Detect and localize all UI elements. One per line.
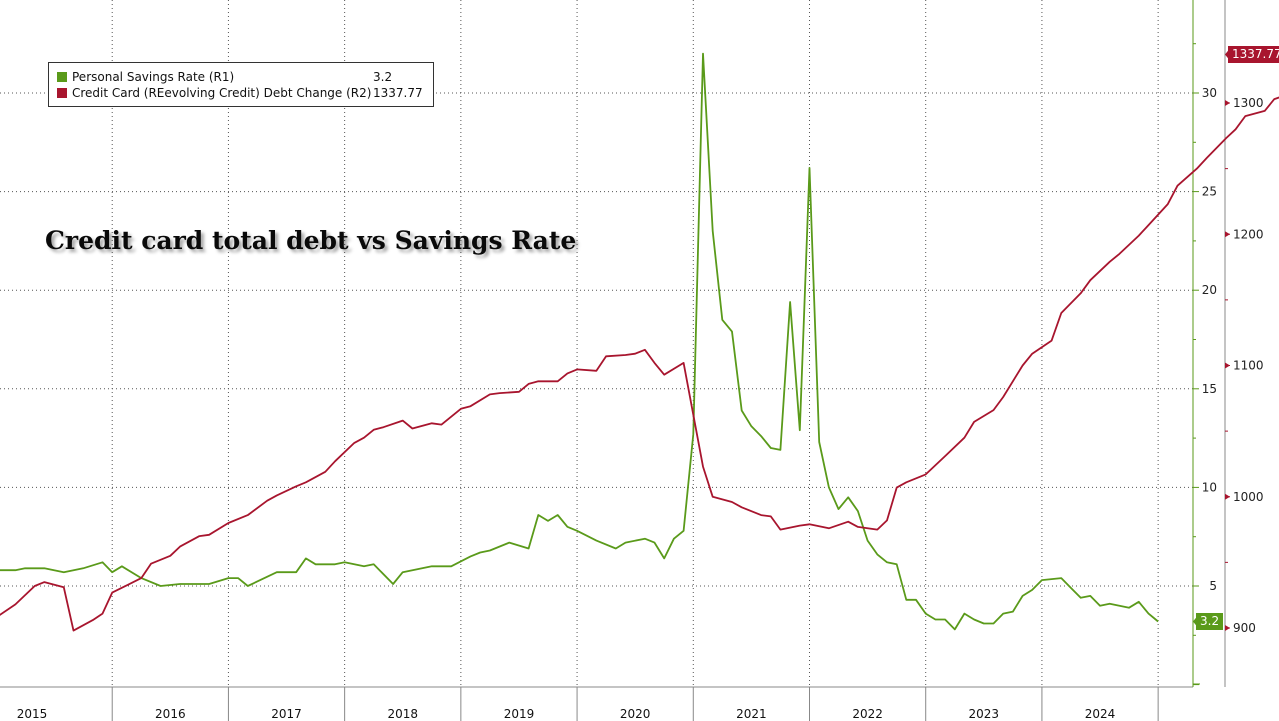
x-tick-label: 2023 [969, 707, 1000, 721]
y-axis-r2-tick-label: 1200 [1233, 227, 1264, 241]
chart-title: Credit card total debt vs Savings Rate [45, 226, 577, 255]
y-axis-r2-tick-marker [1225, 231, 1230, 238]
legend-label-credit-card-debt: Credit Card (REevolving Credit) Debt Cha… [72, 86, 372, 100]
legend-swatch-savings-rate [57, 72, 67, 82]
legend-label-savings-rate: Personal Savings Rate (R1) [72, 70, 235, 84]
y-axis-r1-tick-label: 5 [1209, 579, 1217, 593]
legend-swatch-credit-card-debt [57, 88, 67, 98]
y-axis-r2-tick-marker [1225, 362, 1230, 369]
x-tick-label: 2019 [504, 707, 535, 721]
y-axis-r2-tick-label: 1300 [1233, 96, 1264, 110]
last-value-tag-credit-card-debt: 1337.77 [1228, 46, 1279, 64]
series-lines [0, 52, 1279, 632]
y-axis-r1-tick-label: 25 [1202, 185, 1217, 199]
y-axis-r2-tick-label: 1000 [1233, 490, 1264, 504]
y-axis-r1-tick-label: 10 [1202, 480, 1217, 494]
y-axis-r1-tick-label: 20 [1202, 283, 1217, 297]
legend-value-credit-card-debt: 1337.77 [373, 86, 423, 100]
series-line-savings-rate [0, 52, 1159, 631]
legend-value-savings-rate: 3.2 [373, 70, 393, 84]
x-tick-label: 2022 [852, 707, 883, 721]
y-axis-r2-tick-label: 1100 [1233, 359, 1264, 373]
x-tick-label: 2024 [1085, 707, 1116, 721]
y-axis-r1-tick-label: 15 [1202, 382, 1217, 396]
y-axis-r2-tick-marker [1225, 100, 1230, 106]
x-tick-label: 2020 [620, 707, 651, 721]
y-axis-r2-tick-marker [1225, 493, 1230, 500]
y-axis-r2-tick-label: 900 [1233, 621, 1256, 635]
y-axis-r2-tick-marker [1225, 625, 1230, 631]
series-line-credit-card-debt [0, 96, 1279, 632]
legend: Personal Savings Rate (R1) 3.2 Credit Ca… [48, 62, 434, 107]
x-tick-label: 2015 [17, 707, 48, 721]
x-tick-label: 2016 [155, 707, 186, 721]
last-value-tag-savings-rate: 3.2 [1196, 613, 1224, 631]
x-tick-label: 2018 [387, 707, 418, 721]
x-tick-label: 2021 [736, 707, 767, 721]
legend-item-savings-rate: Personal Savings Rate (R1) 3.2 [57, 69, 427, 85]
y-axis-r1-tick-label: 30 [1202, 86, 1217, 100]
legend-item-credit-card-debt: Credit Card (REevolving Credit) Debt Cha… [57, 85, 427, 101]
x-tick-label: 2017 [271, 707, 302, 721]
